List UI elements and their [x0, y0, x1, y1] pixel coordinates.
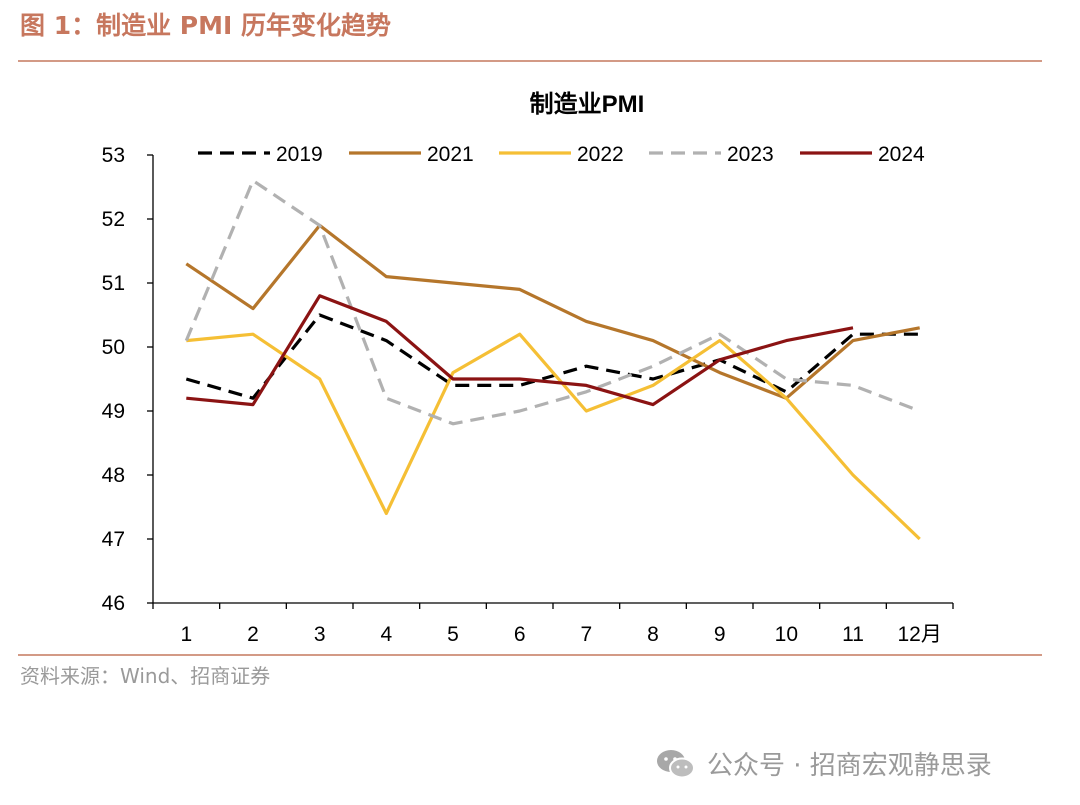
series-line-2024	[186, 294, 854, 407]
x-tick-label: 1	[180, 623, 192, 646]
y-tick-label: 48	[102, 464, 125, 487]
y-tick-label: 47	[102, 528, 125, 551]
chart-title: 制造业PMI	[530, 91, 645, 118]
x-tick-label: 9	[714, 623, 726, 646]
legend-label-2019: 2019	[276, 143, 323, 166]
x-tick-label: 3	[314, 623, 326, 646]
y-tick-label: 53	[102, 144, 125, 167]
source-divider	[18, 654, 1042, 656]
x-tick-label: 2	[247, 623, 259, 646]
caption-divider	[18, 60, 1042, 62]
x-tick-label: 6	[514, 623, 526, 646]
series-line-2022	[186, 332, 921, 541]
source-note: 资料来源：Wind、招商证券	[20, 664, 271, 688]
figure-caption: 图 1：制造业 PMI 历年变化趋势	[20, 11, 392, 40]
y-tick-label: 50	[102, 336, 125, 359]
x-tick-label: 5	[447, 623, 459, 646]
x-tick-label: 4	[380, 623, 392, 646]
legend-label-2023: 2023	[727, 143, 774, 166]
series-lines	[184, 179, 921, 541]
legend-label-2021: 2021	[427, 143, 474, 166]
watermark-text: 公众号 · 招商宏观静思录	[707, 751, 992, 781]
y-tick-label: 46	[102, 592, 125, 615]
legend-label-2022: 2022	[577, 143, 624, 166]
series-line-2019	[185, 313, 920, 400]
y-tick-label: 52	[102, 208, 125, 231]
x-tick-label: 8	[647, 623, 659, 646]
x-tick-label: 11	[842, 623, 864, 646]
y-tick-label: 49	[102, 400, 125, 423]
x-tick-label: 12月	[897, 623, 941, 646]
x-tick-label: 10	[775, 623, 798, 646]
axes: 46 47 48 49 50 51 52 53 1 2 3 4 5 6 7 8 9 10 11 12月	[102, 144, 954, 646]
y-tick-label: 51	[102, 272, 125, 295]
watermark: 公众号 · 招商宏观静思录	[655, 745, 992, 782]
series-line-2021	[185, 223, 921, 400]
legend-label-2024: 2024	[878, 143, 925, 166]
series-line-2023	[184, 179, 921, 426]
wechat-icon	[657, 749, 695, 778]
x-tick-label: 7	[580, 623, 592, 646]
legend: 2019 2021 2022 2023 2024	[198, 143, 925, 166]
